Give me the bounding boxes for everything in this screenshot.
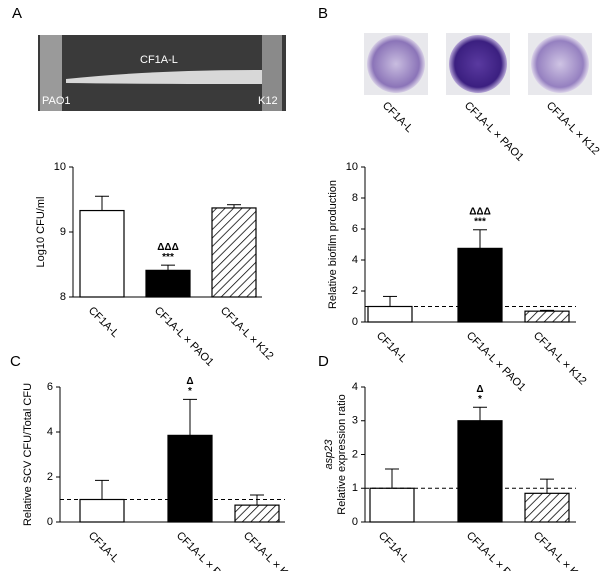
y-tick-label: 10 [346,161,358,173]
y-axis-label: asp23 [323,439,335,470]
bar [369,487,415,523]
panel-label: D [318,353,329,370]
y-tick-label: 8 [352,192,358,204]
photo: PAO1 CF1A-L K12 [38,35,286,111]
y-tick-label: 0 [352,316,358,328]
y-tick-label: 0 [352,516,358,528]
bar [167,434,213,523]
x-tick-label: CF1A-L [374,330,409,365]
well-images [364,33,592,95]
image-label: CF1A-L [380,100,415,135]
y-tick-label: 4 [47,426,53,438]
bar [79,498,125,523]
y-tick-label: 2 [47,471,53,483]
image-label: K12 [258,95,278,107]
y-axis-label: Relative SCV CFU/Total CFU [22,383,34,526]
significance-label: ΔΔΔ [469,206,491,217]
significance-label: *** [474,216,486,227]
significance-label: ΔΔΔ [157,242,179,253]
y-tick-label: 6 [352,223,358,235]
x-tick-label: CF1A-L × PAO1 [464,530,528,571]
significance-label: Δ [186,376,193,387]
bar [524,310,570,323]
x-tick-label: CF1A-L × K12 [241,530,299,571]
y-tick-label: 3 [352,415,358,427]
bar [145,269,191,298]
bar [367,305,413,323]
y-tick-label: 4 [352,254,358,266]
y-tick-label: 2 [352,285,358,297]
panel-label: A [12,5,22,22]
x-tick-label: CF1A-L × K12 [531,530,589,571]
bar [457,247,503,323]
x-tick-label: CF1A-L [376,530,411,565]
x-tick-label: CF1A-L × K12 [218,305,276,363]
panel-label: B [318,5,328,22]
y-tick-label: 4 [352,381,358,393]
significance-label: Δ [476,384,483,395]
y-axis-label: Relative biofilm production [327,180,339,309]
y-tick-label: 0 [47,516,53,528]
x-tick-label: CF1A-L [86,530,121,565]
x-tick-label: CF1A-L × PAO1 [152,305,216,369]
bar [79,209,125,298]
y-tick-label: 6 [47,381,53,393]
panel-label: C [10,353,21,370]
x-tick-label: CF1A-L × K12 [531,330,589,388]
x-tick-label: CF1A-L [86,305,121,340]
bar [234,504,280,523]
x-tick-label: CF1A-L × PAO1 [464,330,528,394]
x-tick-label: CF1A-L × PAO1 [174,530,238,571]
y-axis-label: Log10 CFU/ml [35,197,47,268]
significance-label: *** [162,252,174,263]
significance-label: * [188,386,192,397]
y-tick-label: 10 [54,161,66,173]
image-label: CF1A-L × PAO1 [462,100,526,164]
y-axis-label: Relative expression ratio [336,394,348,514]
image-label: CF1A-L × K12 [544,100,600,158]
y-tick-label: 1 [352,482,358,494]
bar [211,207,257,298]
y-tick-label: 2 [352,448,358,460]
significance-label: * [478,394,482,405]
image-label: CF1A-L [140,54,178,66]
bar [457,420,503,523]
bar [524,492,570,523]
image-label: PAO1 [42,95,71,107]
y-tick-label: 9 [60,226,66,238]
y-tick-label: 8 [60,291,66,303]
